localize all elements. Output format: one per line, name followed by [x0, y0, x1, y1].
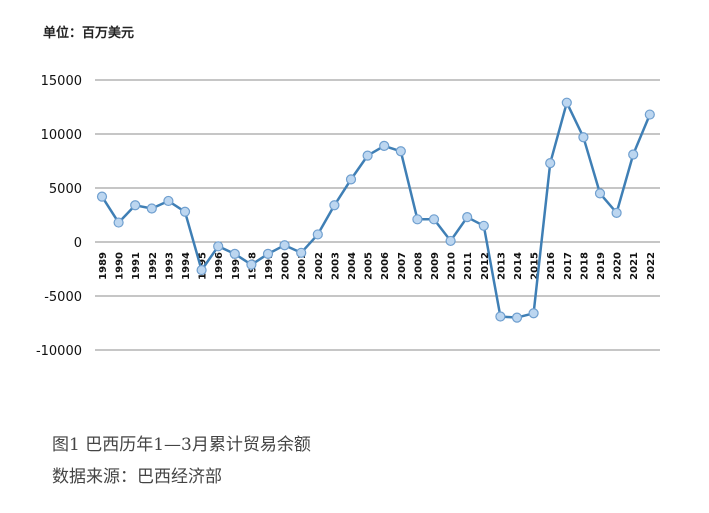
x-tick-label: 2021	[629, 252, 640, 280]
x-tick-label: 2002	[314, 252, 325, 280]
y-axis-ticks: 15000 10000 5000 0 -5000 -10000	[36, 74, 82, 359]
data-point	[362, 150, 373, 161]
x-tick-label: 1997	[231, 252, 242, 280]
x-tick-label: 2008	[413, 252, 424, 280]
y-tick-label: -5000	[44, 290, 82, 305]
x-tick-label: 2009	[430, 252, 441, 280]
x-tick-label: 2000	[281, 252, 292, 280]
x-tick-label: 2020	[613, 252, 624, 280]
data-point	[329, 200, 340, 211]
data-point	[511, 312, 523, 323]
data-point	[628, 149, 639, 160]
x-tick-label: 2015	[530, 252, 541, 280]
data-point	[130, 200, 141, 211]
data-point	[495, 311, 506, 322]
x-tick-label: 2010	[447, 252, 458, 280]
x-tick-label: 2001	[297, 252, 308, 280]
data-point	[179, 206, 191, 217]
line-chart: 15000 10000 5000 0 -5000 -10000 1989 1990 1991 1…	[36, 74, 660, 359]
data-point	[611, 207, 622, 218]
data-point	[229, 248, 240, 259]
x-tick-label: 2016	[546, 252, 557, 280]
data-point	[312, 229, 323, 240]
x-tick-label: 1989	[98, 252, 109, 280]
data-point	[445, 235, 456, 247]
series-line	[100, 101, 651, 319]
x-tick-label: 1999	[264, 252, 275, 280]
y-tick-label: 5000	[49, 182, 82, 197]
x-tick-label: 2005	[364, 252, 375, 280]
data-point	[594, 188, 606, 199]
data-point	[279, 240, 290, 251]
data-point	[462, 212, 473, 223]
x-tick-label: 2018	[579, 252, 590, 280]
data-point	[213, 241, 224, 252]
x-tick-label: 2013	[496, 252, 507, 280]
unit-label: 单位：百万美元	[43, 26, 135, 41]
x-tick-label: 1996	[214, 252, 225, 280]
series-layer	[96, 97, 655, 323]
y-tick-label: 15000	[41, 74, 82, 89]
figure-caption: 图1 巴西历年1—3月累计贸易余额	[52, 435, 311, 455]
x-tick-label: 2017	[563, 252, 574, 280]
x-tick-label: 1991	[131, 252, 142, 280]
y-tick-label: 10000	[41, 128, 82, 143]
y-tick-label: 0	[74, 236, 82, 251]
data-point	[561, 97, 572, 108]
data-point	[345, 174, 357, 185]
data-point	[478, 220, 489, 231]
data-point	[379, 140, 390, 151]
x-tick-label: 2004	[347, 252, 358, 280]
x-tick-label: 1994	[181, 252, 192, 280]
x-tick-label: 2003	[330, 252, 341, 280]
data-point	[428, 214, 440, 225]
y-tick-label: -10000	[36, 344, 82, 359]
data-point	[196, 264, 207, 276]
x-tick-label: 2011	[463, 252, 474, 280]
x-tick-label: 2007	[397, 252, 408, 280]
data-source: 数据来源：巴西经济部	[52, 467, 222, 487]
data-point	[262, 248, 274, 259]
data-point	[412, 214, 423, 225]
data-point	[578, 132, 589, 143]
data-point	[96, 191, 108, 202]
x-tick-label: 1990	[115, 252, 126, 280]
x-tick-label: 2012	[480, 252, 491, 280]
data-point	[296, 247, 307, 258]
gridlines	[95, 79, 660, 351]
data-point	[246, 259, 257, 270]
x-tick-label: 1992	[148, 252, 159, 280]
data-point	[146, 203, 157, 214]
data-point	[528, 308, 539, 319]
x-tick-label: 2006	[380, 252, 391, 280]
data-point	[163, 195, 174, 207]
data-point	[113, 217, 124, 228]
x-axis-ticks: 1989199019911992199319941995199619971998…	[98, 252, 657, 280]
x-tick-label: 2022	[646, 252, 657, 280]
data-point	[545, 158, 556, 169]
x-tick-label: 2014	[513, 252, 524, 280]
x-tick-label: 2019	[596, 252, 607, 280]
data-point	[644, 109, 655, 120]
x-tick-label: 1993	[164, 252, 175, 280]
data-point	[395, 146, 406, 157]
